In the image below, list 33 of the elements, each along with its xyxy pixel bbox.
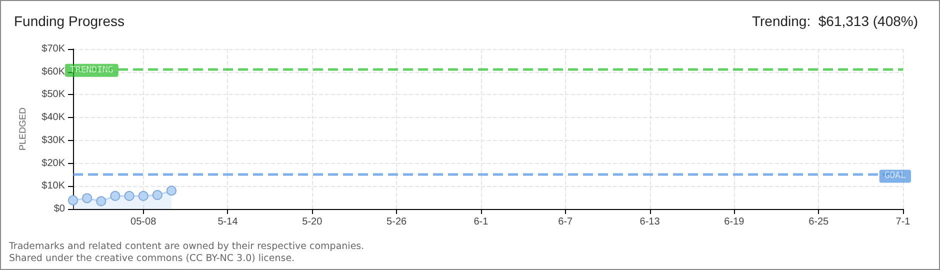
point xyxy=(110,190,120,201)
ref-line-label: TRENDING xyxy=(70,65,114,76)
x-tick-label: 5-14 xyxy=(218,216,238,228)
point xyxy=(152,190,162,200)
x-tick-label: 5-26 xyxy=(386,216,408,228)
ref-line-label: GOAL xyxy=(884,171,906,182)
point xyxy=(68,195,78,206)
x-tick-label: 6-7 xyxy=(558,216,574,228)
y-tick-label: $50K xyxy=(42,89,66,100)
x-tick-label: 7-1 xyxy=(896,216,911,228)
chart-subtitle: Trending: $61,313 (408%) xyxy=(752,13,918,29)
chart-title: Funding Progress xyxy=(14,13,125,29)
point xyxy=(138,190,148,201)
y-tick-label: $40K xyxy=(42,112,66,124)
y-tick-label: $60K xyxy=(42,66,66,78)
text: Shared under the creative commons (CC BY-NC 3.0) license. xyxy=(9,253,296,265)
y-axis-title: PLEDGED xyxy=(18,106,28,151)
y-tick-label: $0 xyxy=(54,204,66,214)
x-tick-label: 5-20 xyxy=(302,216,323,228)
x-tick-label: 6-1 xyxy=(474,216,489,228)
x-tick-label: 05-08 xyxy=(130,216,157,228)
y-tick-label: $30K xyxy=(42,134,66,146)
point xyxy=(82,193,92,204)
y-tick-label: $20K xyxy=(42,158,66,169)
text: Trademarks and related content are owned by their respective companies. xyxy=(9,241,364,253)
point xyxy=(166,186,176,196)
point xyxy=(96,196,106,206)
y-tick-label: $10K xyxy=(42,180,66,192)
y-tick-label: $70K xyxy=(42,44,66,54)
x-tick-label: 6-13 xyxy=(640,216,660,228)
x-tick-label: 6-19 xyxy=(724,216,745,228)
point xyxy=(124,190,134,201)
x-tick-label: 6-25 xyxy=(808,216,830,228)
